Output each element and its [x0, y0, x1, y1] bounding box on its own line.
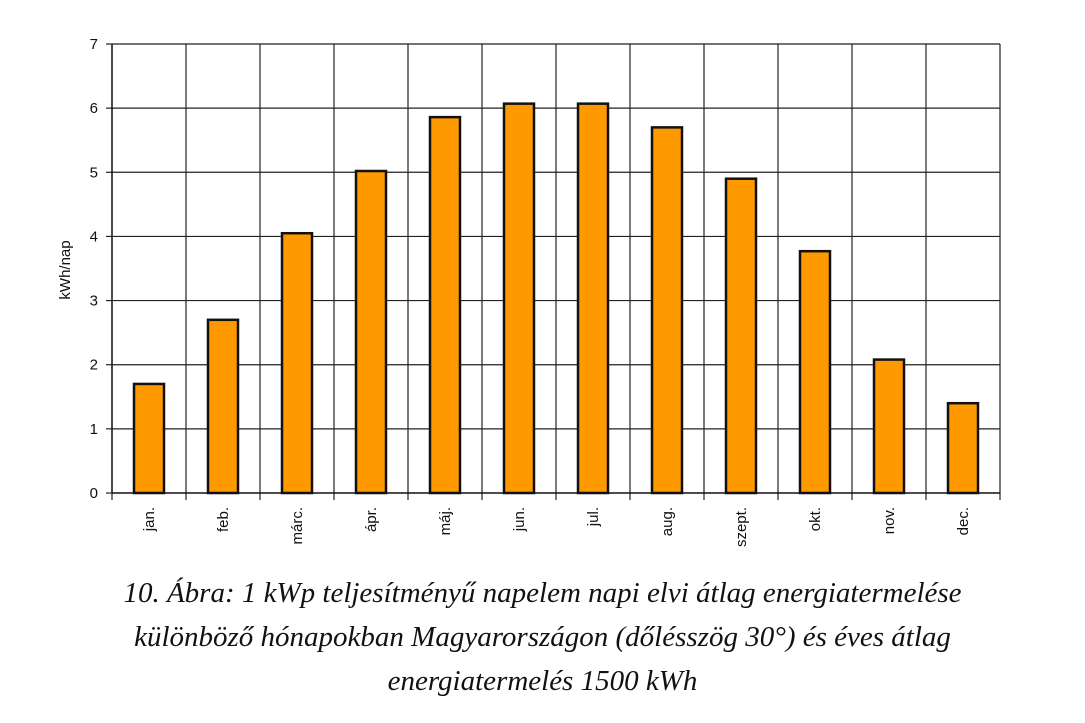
bar-márc	[280, 231, 314, 495]
bar-máj	[428, 115, 462, 495]
bar-feb	[206, 318, 240, 495]
x-tick-label: szept.	[733, 507, 750, 547]
x-tick-label: okt.	[807, 507, 824, 531]
x-tick-label: ápr.	[363, 507, 380, 532]
caption-line-1: 10. Ábra: 1 kWp teljesítményű napelem na…	[123, 577, 962, 609]
x-tick-label: jan.	[141, 507, 158, 532]
y-tick-label: 7	[90, 36, 98, 53]
grid	[112, 43, 1001, 493]
bar-szept	[724, 177, 758, 495]
y-tick-label: 3	[90, 293, 98, 310]
caption-line-2: különböző hónapokban Magyarországon (dől…	[134, 621, 951, 653]
x-tick-labels: jan. feb. márc. ápr. máj. jun. jul. aug. szept. o…	[141, 507, 972, 547]
axes	[106, 43, 1001, 500]
y-tick-labels: 0 1 2 3 4 5 6 7	[90, 36, 98, 502]
bars	[132, 102, 980, 495]
bar-nov	[872, 358, 906, 495]
bar-okt	[798, 249, 832, 495]
x-tick-label: jun.	[511, 507, 528, 532]
x-tick-label: nov.	[881, 507, 898, 534]
figure-caption: 10. Ábra: 1 kWp teljesítményű napelem na…	[0, 571, 1085, 703]
caption-line-3: energiatermelés 1500 kWh	[387, 665, 698, 697]
x-tick-label: jul.	[585, 507, 602, 527]
bar-dec	[946, 401, 980, 495]
y-tick-label: 4	[90, 228, 98, 245]
bar-chart: 0 1 2 3 4 5 6 7 jan. feb. márc. ápr. máj. jun. jul. au…	[57, 36, 1001, 547]
bar-jan	[132, 382, 166, 495]
x-tick-label: máj.	[437, 507, 454, 535]
y-tick-label: 1	[90, 421, 98, 438]
bar-jul	[576, 102, 610, 495]
bar-aug	[650, 126, 684, 495]
bar-ápr	[354, 169, 388, 495]
x-tick-label: dec.	[955, 507, 972, 535]
bar-jun	[502, 102, 536, 495]
y-tick-label: 0	[90, 485, 98, 502]
x-tick-label: márc.	[289, 507, 306, 545]
y-tick-label: 2	[90, 357, 98, 374]
y-axis-label: kWh/nap	[57, 240, 74, 299]
x-tick-label: aug.	[659, 507, 676, 536]
y-tick-label: 6	[90, 100, 98, 117]
x-tick-label: feb.	[215, 507, 232, 532]
y-tick-label: 5	[90, 164, 98, 181]
